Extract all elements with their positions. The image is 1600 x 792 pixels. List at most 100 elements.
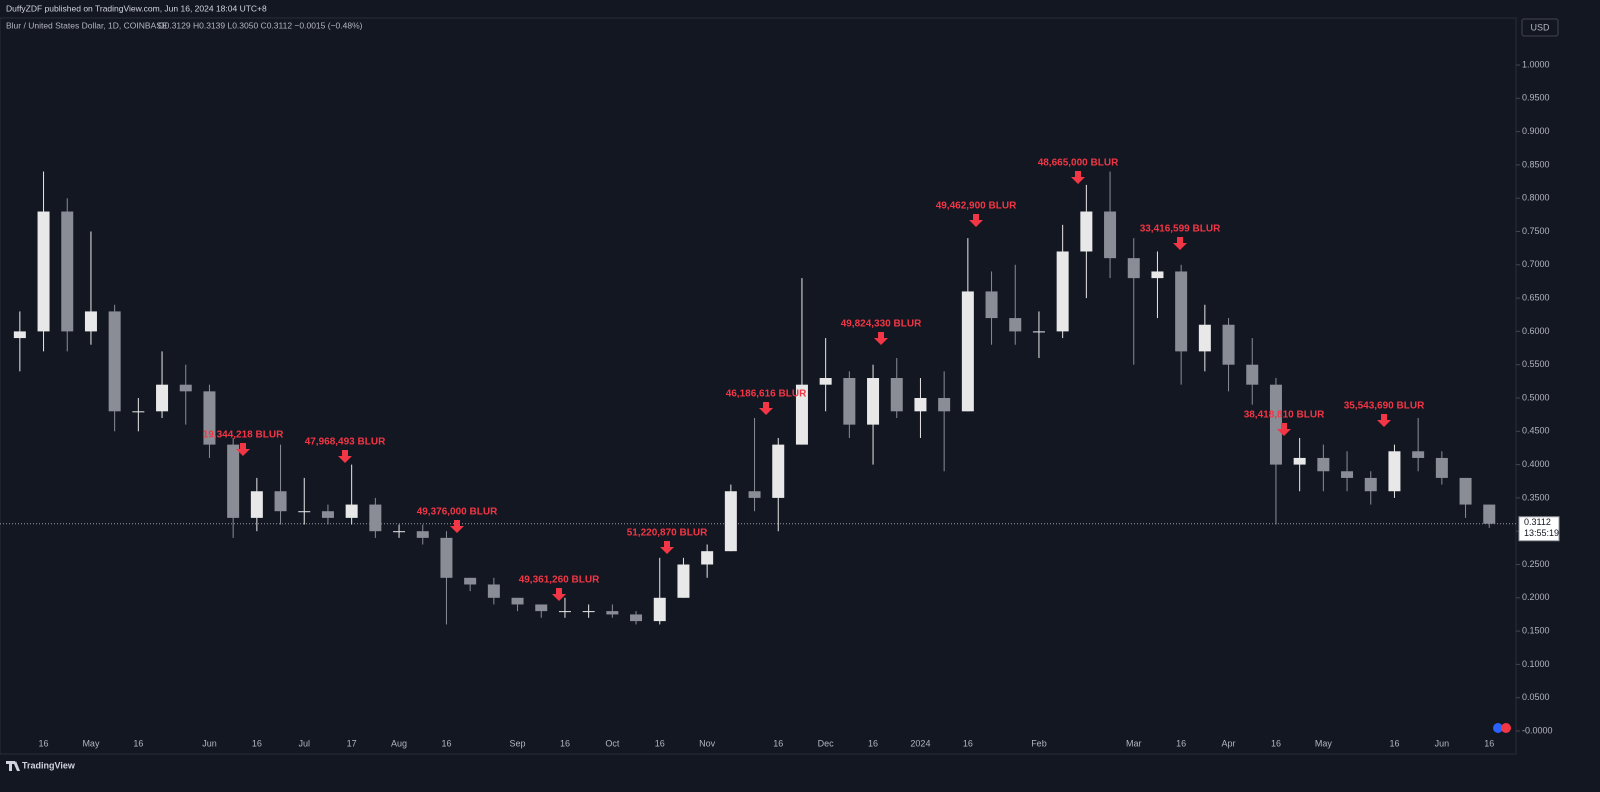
candle-body <box>1459 477 1472 505</box>
candle-body <box>1198 324 1211 352</box>
footer <box>0 756 1600 792</box>
countdown: 13:55:19 <box>1524 528 1559 538</box>
x-tick-label: Mar <box>1126 738 1142 748</box>
annotation-arrow <box>450 520 464 533</box>
candle-body <box>393 531 406 533</box>
candle-body <box>1293 457 1306 465</box>
x-tick-label: 16 <box>560 738 570 748</box>
y-tick-label: 0.8500 <box>1522 159 1550 169</box>
candle-body <box>464 577 477 585</box>
x-tick-label: 16 <box>1271 738 1281 748</box>
candle-body <box>37 211 50 332</box>
candle-body <box>61 211 74 332</box>
x-tick-label: Nov <box>699 738 716 748</box>
ohlc-summary: O0.3129 H0.3139 L0.3050 C0.3112 −0.0015 … <box>158 20 363 30</box>
candle-body <box>108 311 121 412</box>
y-tick-label: 0.8000 <box>1522 193 1550 203</box>
annotation: 51,220,870 BLUR <box>627 528 708 539</box>
candle-body <box>1483 504 1496 524</box>
x-tick-label: Jul <box>298 738 310 748</box>
x-tick-label: Feb <box>1031 738 1047 748</box>
candle-body <box>369 504 382 532</box>
candle-body <box>179 384 192 392</box>
candle-body <box>867 378 880 425</box>
candle-body <box>1080 211 1093 252</box>
annotation: 33,416,599 BLUR <box>1140 224 1221 235</box>
x-tick-label: 16 <box>1484 738 1494 748</box>
candle-body <box>748 491 761 498</box>
candle-body <box>132 411 145 413</box>
annotation: 46,186,616 BLUR <box>726 389 807 400</box>
candle-body <box>677 564 690 598</box>
x-tick-label: Oct <box>605 738 620 748</box>
annotation-arrow <box>874 332 888 345</box>
x-tick-label: May <box>82 738 100 748</box>
candle-body <box>298 511 311 513</box>
x-tick-label: 16 <box>39 738 49 748</box>
annotation: 49,824,330 BLUR <box>841 319 922 330</box>
candle-body <box>1127 258 1140 279</box>
annotation-arrow <box>552 588 566 601</box>
currency[interactable]: USD <box>1530 22 1550 32</box>
candle-body <box>1032 331 1045 333</box>
annotation: 38,418,810 BLUR <box>1244 410 1325 421</box>
candle-body <box>1175 271 1188 352</box>
candle-body <box>1388 451 1401 492</box>
plot-area <box>0 17 1517 755</box>
candle-body <box>416 531 429 538</box>
y-tick-label: 1.0000 <box>1522 59 1550 69</box>
annotation: 47,968,493 BLUR <box>305 437 386 448</box>
candle-body <box>203 391 216 445</box>
y-tick-label: 0.5000 <box>1522 392 1550 402</box>
candle-body <box>1104 211 1117 259</box>
candle-body <box>606 611 619 615</box>
x-tick-label: 16 <box>868 738 878 748</box>
y-tick-label: 0.0500 <box>1522 692 1550 702</box>
candle-body <box>535 604 548 612</box>
annotation: 48,665,000 BLUR <box>1038 158 1119 169</box>
y-tick-label: -0.0000 <box>1522 725 1553 735</box>
candle-body <box>772 444 785 498</box>
x-tick-label: 16 <box>252 738 262 748</box>
y-tick-label: 0.4500 <box>1522 426 1550 436</box>
candle-body <box>1246 364 1259 385</box>
candle-body <box>1269 384 1282 465</box>
candle-body <box>321 511 334 518</box>
annotation: 49,376,000 BLUR <box>417 507 498 518</box>
y-tick-label: 0.6000 <box>1522 326 1550 336</box>
candle-body <box>250 491 263 518</box>
x-tick-label: 16 <box>441 738 451 748</box>
x-tick-label: 17 <box>347 738 357 748</box>
annotation-arrow <box>969 214 983 227</box>
annotation: 19,344,218 BLUR <box>203 430 284 441</box>
currency-button[interactable] <box>1521 18 1559 37</box>
brand: TradingView <box>22 760 76 770</box>
x-tick-label: Jun <box>1435 738 1450 748</box>
flag-icon-a <box>1493 723 1503 733</box>
candle-body <box>13 331 26 339</box>
annotation-arrow <box>338 450 352 463</box>
x-tick-label: Aug <box>391 738 407 748</box>
candle-body <box>84 311 97 332</box>
candle-body <box>795 384 808 445</box>
x-tick-label: Dec <box>818 738 835 748</box>
candle-body <box>890 378 903 412</box>
candle-body <box>1435 457 1448 478</box>
x-tick-label: May <box>1315 738 1333 748</box>
candle-body <box>819 378 832 385</box>
flag-icon <box>1493 723 1511 733</box>
candle-body <box>1056 251 1069 332</box>
candle-body <box>961 291 974 412</box>
annotation-arrow <box>759 402 773 415</box>
y-tick-label: 0.7500 <box>1522 226 1550 236</box>
candle-body <box>985 291 998 319</box>
candle-body <box>938 398 951 412</box>
candle-body <box>274 491 287 512</box>
y-tick-label: 0.2500 <box>1522 559 1550 569</box>
y-tick-label: 0.1500 <box>1522 625 1550 635</box>
annotation-arrow <box>1173 237 1187 250</box>
annotation-arrow <box>1377 414 1391 427</box>
y-tick-label: 0.5500 <box>1522 359 1550 369</box>
x-tick-label: Jun <box>202 738 217 748</box>
